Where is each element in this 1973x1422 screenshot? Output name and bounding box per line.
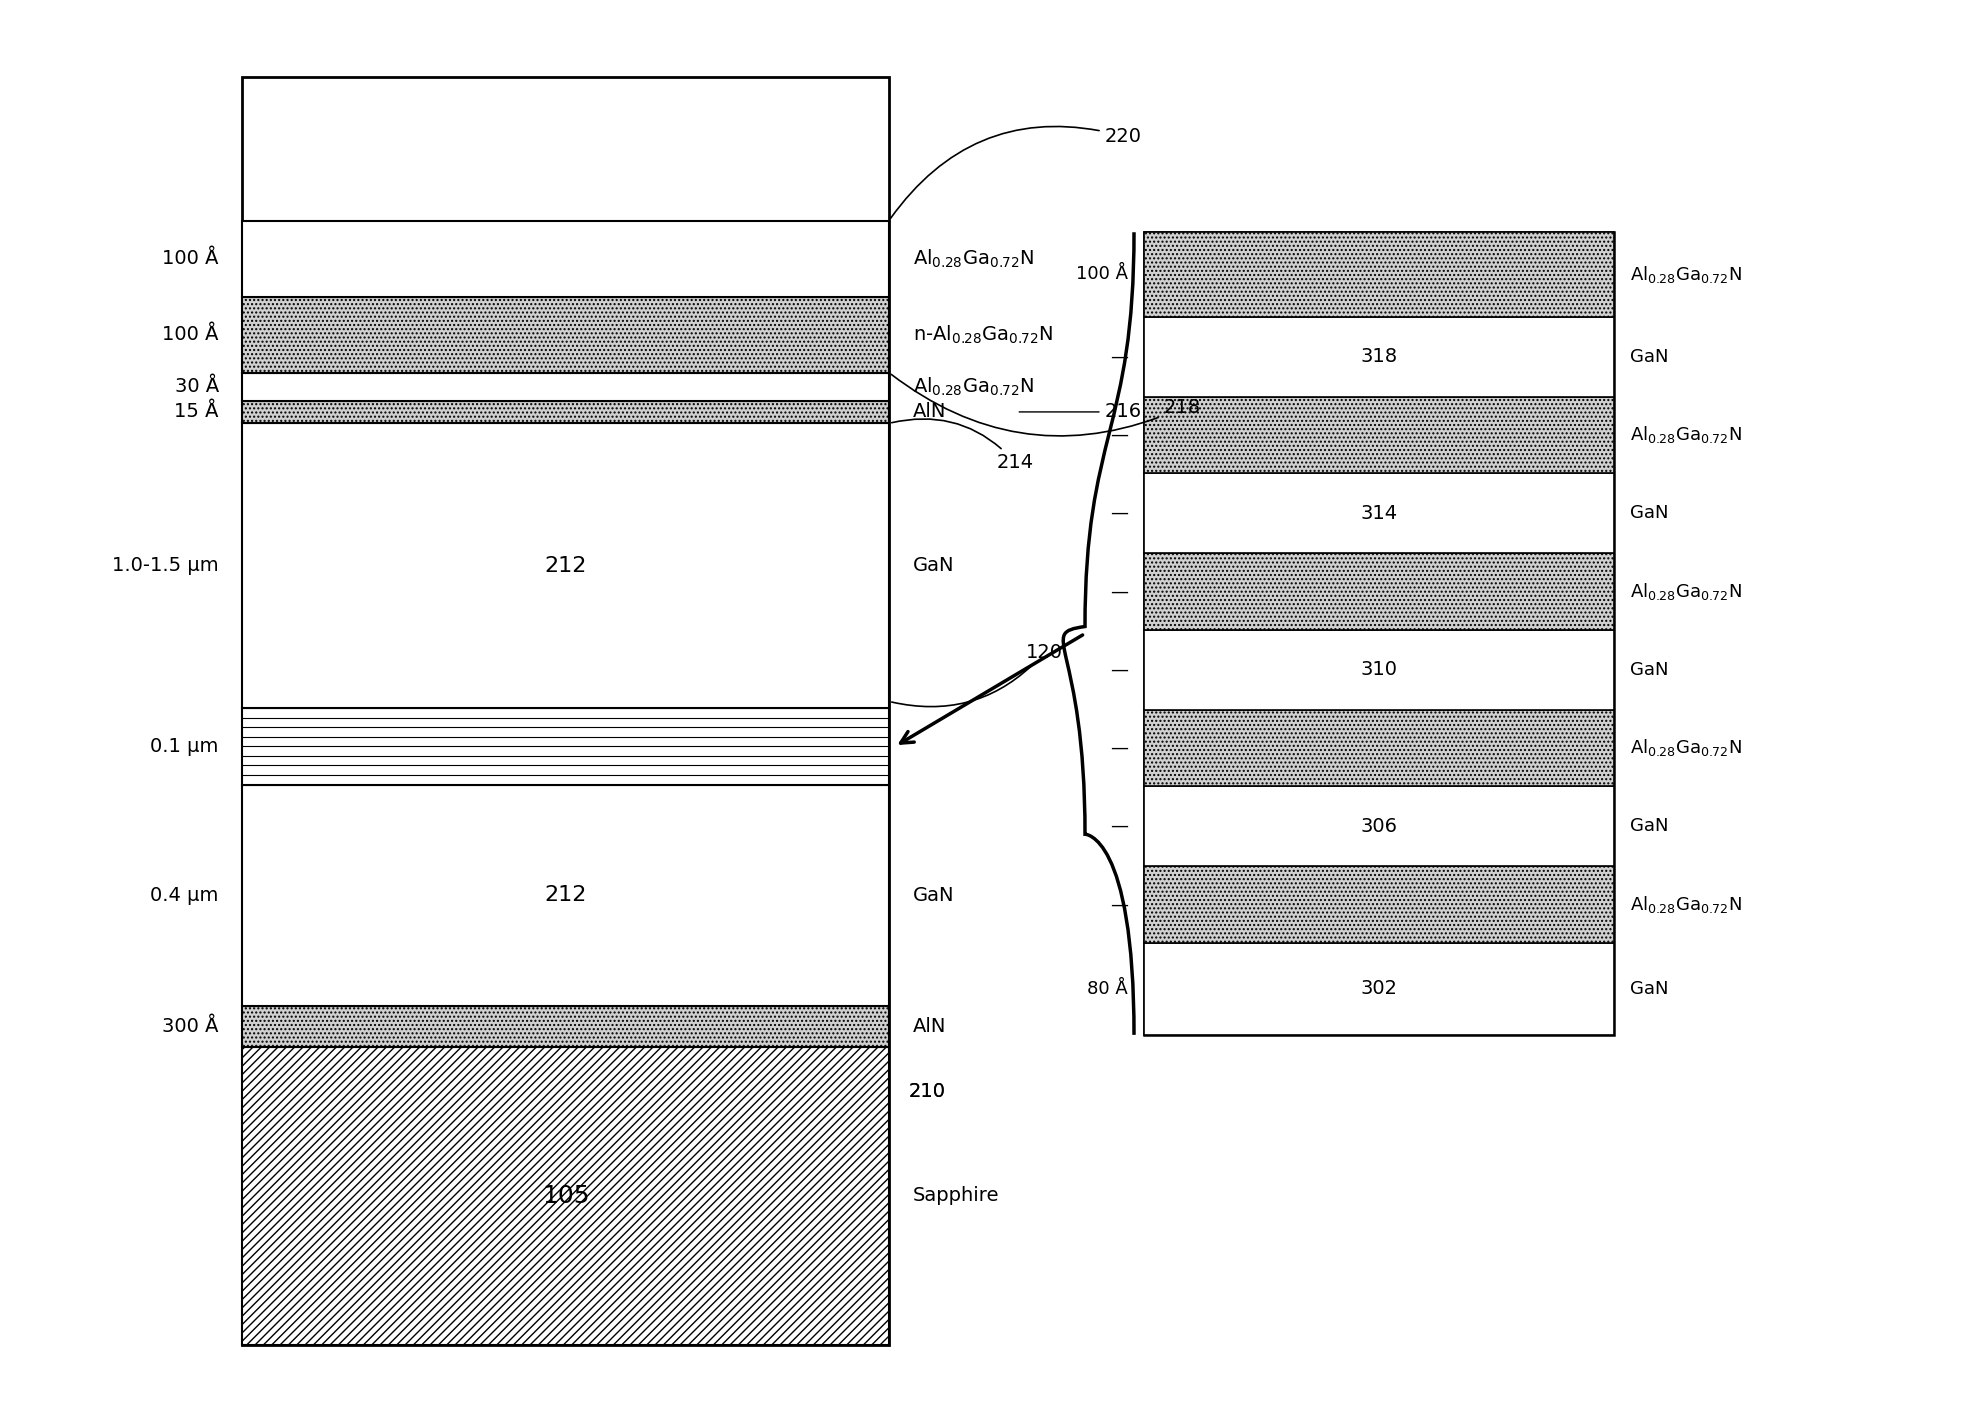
Text: GaN: GaN xyxy=(1630,505,1667,522)
Text: —: — xyxy=(1109,583,1127,600)
Bar xyxy=(243,373,888,401)
Text: 100 Å: 100 Å xyxy=(1075,266,1127,283)
Bar xyxy=(243,1007,888,1047)
Text: Al$_{0.28}$Ga$_{0.72}$N: Al$_{0.28}$Ga$_{0.72}$N xyxy=(1630,582,1740,602)
Text: —: — xyxy=(1109,818,1127,835)
Text: Al$_{0.28}$Ga$_{0.72}$N: Al$_{0.28}$Ga$_{0.72}$N xyxy=(912,247,1034,270)
Text: GaN: GaN xyxy=(1630,818,1667,835)
Text: AlN: AlN xyxy=(912,402,945,421)
Bar xyxy=(1142,943,1614,1035)
Text: 0.4 μm: 0.4 μm xyxy=(150,886,219,904)
Text: —: — xyxy=(1109,661,1127,678)
Text: Al$_{0.28}$Ga$_{0.72}$N: Al$_{0.28}$Ga$_{0.72}$N xyxy=(1630,738,1740,758)
Text: 30 Å: 30 Å xyxy=(174,377,219,397)
Text: 310: 310 xyxy=(1359,660,1397,680)
Text: 210: 210 xyxy=(908,1082,945,1101)
Bar xyxy=(243,401,888,424)
Text: Al$_{0.28}$Ga$_{0.72}$N: Al$_{0.28}$Ga$_{0.72}$N xyxy=(1630,894,1740,914)
Text: 306: 306 xyxy=(1359,816,1397,836)
Text: 218: 218 xyxy=(890,374,1200,437)
Text: —: — xyxy=(1109,347,1127,365)
Text: 120: 120 xyxy=(892,643,1063,707)
Text: 105: 105 xyxy=(541,1183,590,1207)
Bar xyxy=(243,708,888,785)
Text: 302: 302 xyxy=(1359,980,1397,998)
Bar xyxy=(1142,553,1614,630)
Text: 300 Å: 300 Å xyxy=(162,1017,219,1037)
Text: —: — xyxy=(1109,896,1127,913)
Bar xyxy=(1142,474,1614,553)
Text: 216: 216 xyxy=(1018,402,1140,421)
Text: Al$_{0.28}$Ga$_{0.72}$N: Al$_{0.28}$Ga$_{0.72}$N xyxy=(912,375,1034,398)
Bar xyxy=(1142,232,1614,317)
Bar xyxy=(243,785,888,1007)
Bar xyxy=(1142,786,1614,866)
Bar xyxy=(1142,232,1614,1035)
Text: 100 Å: 100 Å xyxy=(162,326,219,344)
Text: 212: 212 xyxy=(545,886,586,906)
Text: GaN: GaN xyxy=(912,886,953,904)
Text: GaN: GaN xyxy=(1630,347,1667,365)
Text: Sapphire: Sapphire xyxy=(912,1186,998,1206)
Bar xyxy=(243,220,888,297)
Bar xyxy=(243,297,888,373)
Text: —: — xyxy=(1109,739,1127,757)
Text: 1.0-1.5 μm: 1.0-1.5 μm xyxy=(112,556,219,576)
Text: GaN: GaN xyxy=(1630,661,1667,678)
Bar xyxy=(243,1047,888,1345)
Text: 15 Å: 15 Å xyxy=(174,402,219,421)
Text: Al$_{0.28}$Ga$_{0.72}$N: Al$_{0.28}$Ga$_{0.72}$N xyxy=(1630,424,1740,445)
Text: GaN: GaN xyxy=(1630,980,1667,998)
Text: 220: 220 xyxy=(890,127,1140,219)
Bar xyxy=(243,77,888,1345)
Text: 80 Å: 80 Å xyxy=(1087,980,1127,998)
Text: n-Al$_{0.28}$Ga$_{0.72}$N: n-Al$_{0.28}$Ga$_{0.72}$N xyxy=(912,323,1052,346)
Text: 314: 314 xyxy=(1359,503,1397,523)
Bar xyxy=(1142,397,1614,474)
Text: 0.1 μm: 0.1 μm xyxy=(150,737,219,757)
Text: —: — xyxy=(1109,505,1127,522)
Text: 214: 214 xyxy=(892,419,1034,472)
Text: —: — xyxy=(1109,427,1127,444)
Text: 100 Å: 100 Å xyxy=(162,249,219,269)
Bar xyxy=(1142,630,1614,710)
Text: 318: 318 xyxy=(1359,347,1397,365)
Bar xyxy=(243,424,888,708)
Bar xyxy=(1142,866,1614,943)
Bar xyxy=(1142,710,1614,786)
Text: AlN: AlN xyxy=(912,1017,945,1037)
Text: Al$_{0.28}$Ga$_{0.72}$N: Al$_{0.28}$Ga$_{0.72}$N xyxy=(1630,264,1740,284)
Text: GaN: GaN xyxy=(912,556,953,576)
Bar xyxy=(1142,317,1614,397)
Text: 212: 212 xyxy=(545,556,586,576)
Text: 210: 210 xyxy=(908,1082,945,1101)
